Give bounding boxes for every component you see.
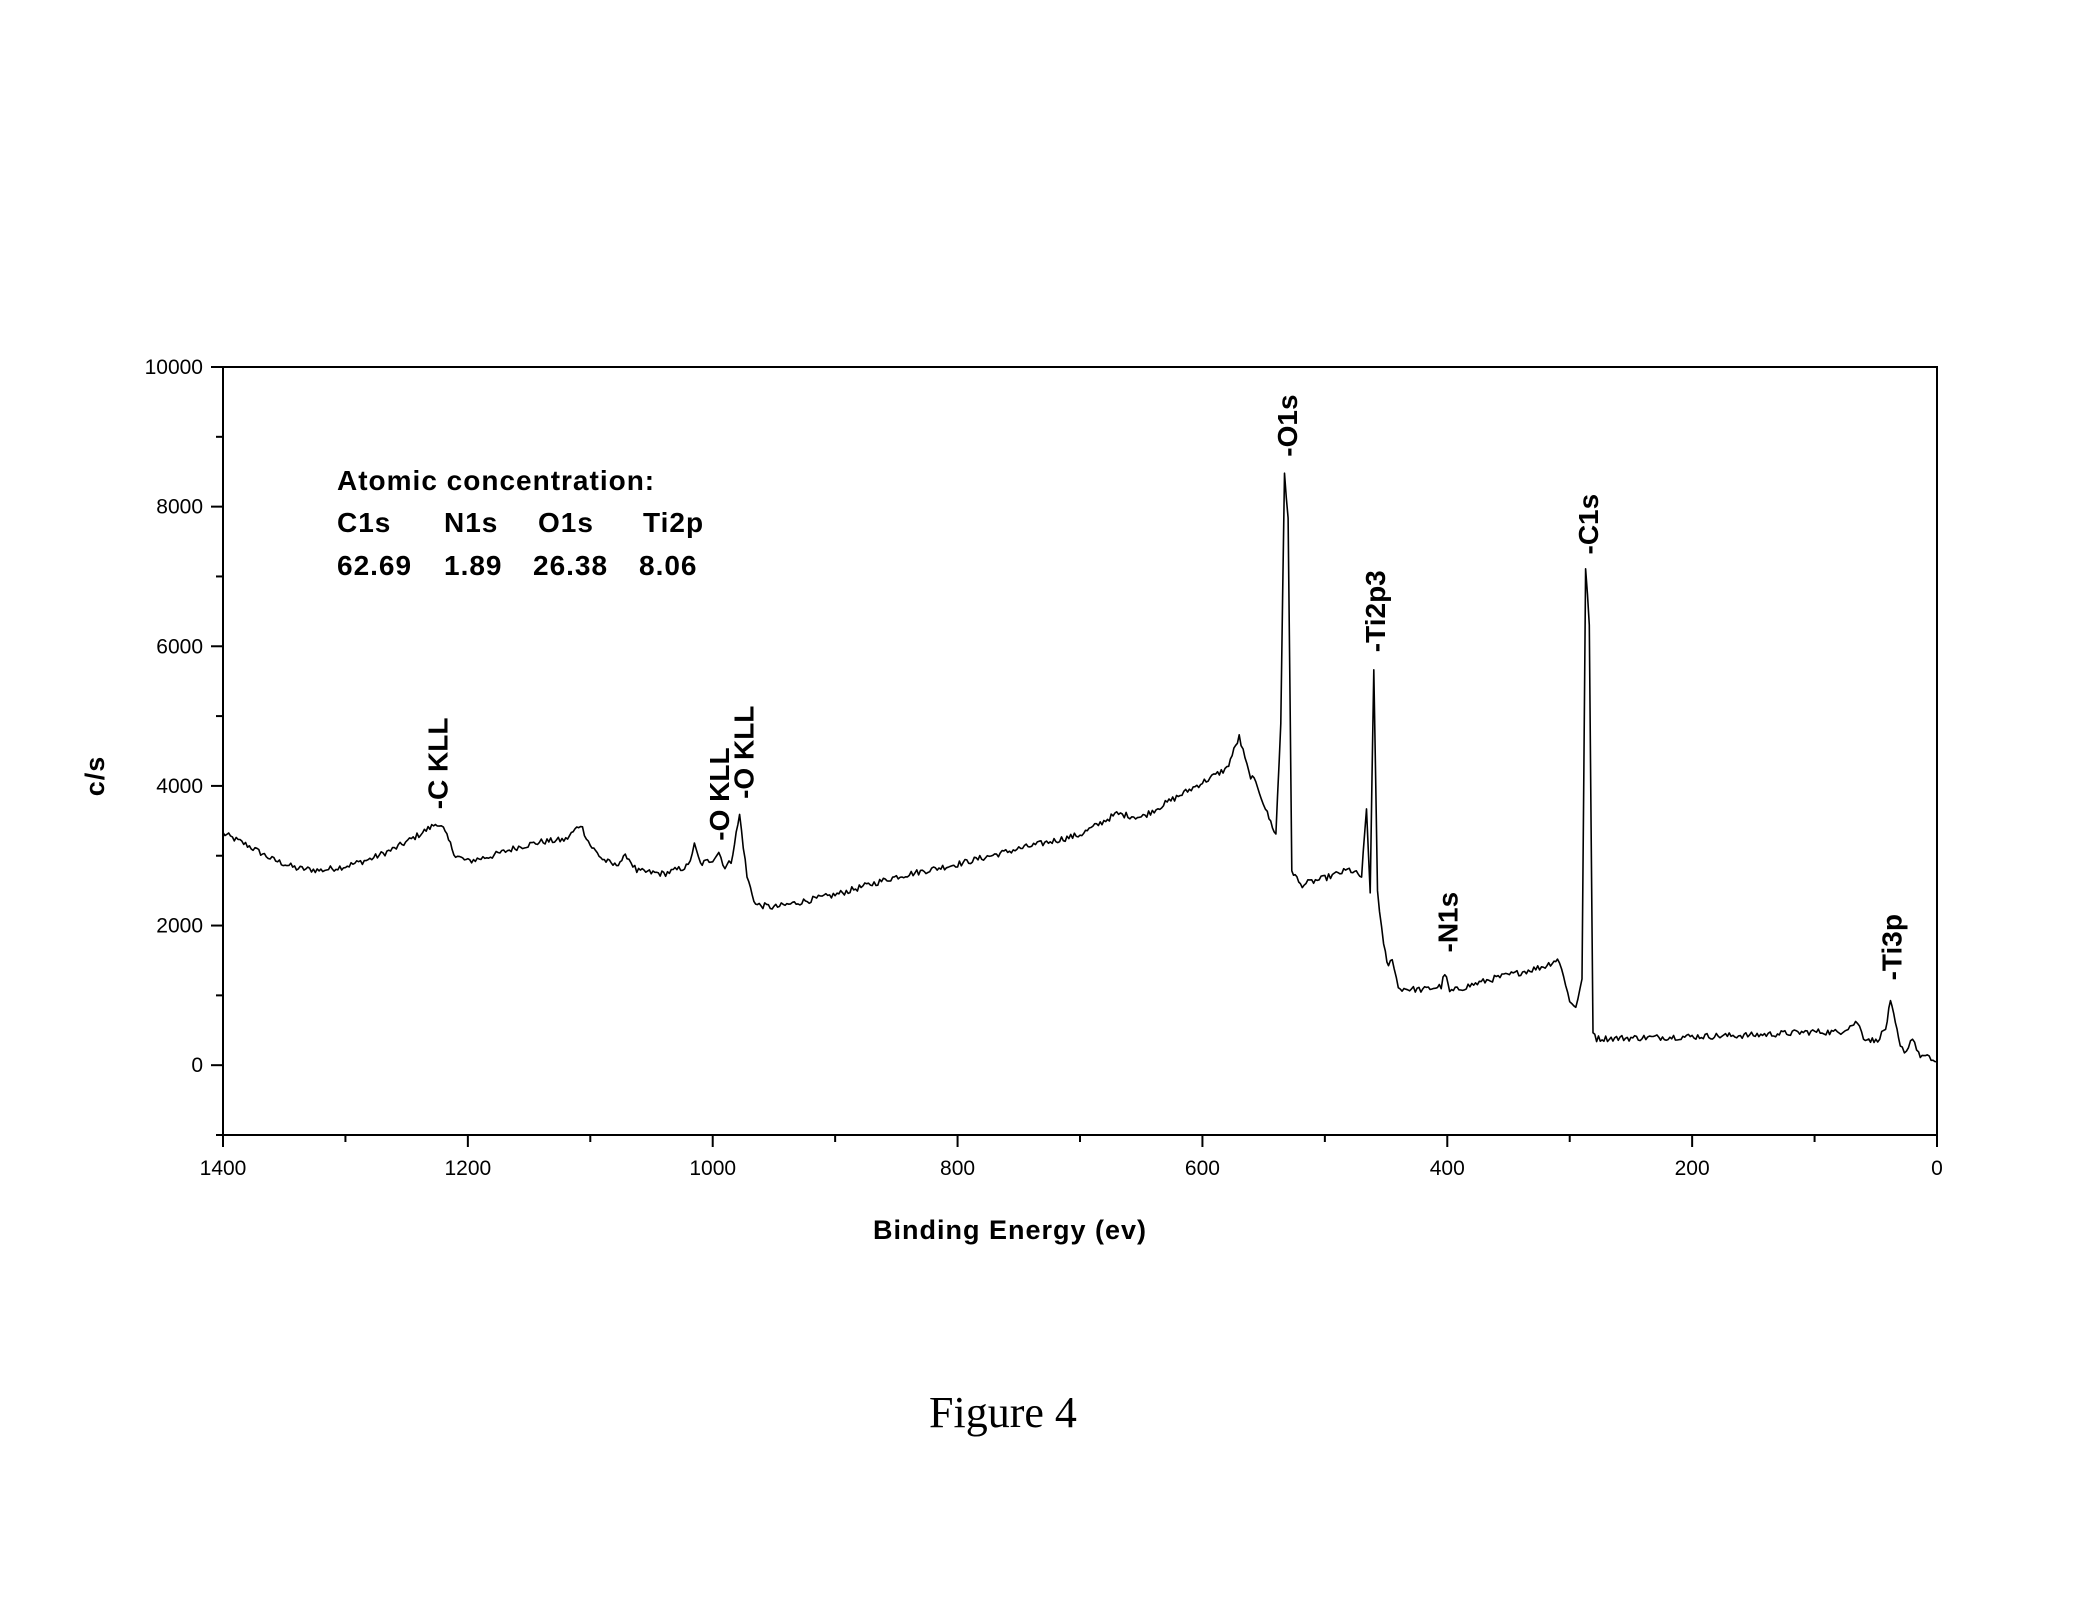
annotation-name-o1s: O1s bbox=[538, 507, 594, 538]
atomic-concentration-annotation: Atomic concentration: C1s N1s O1s Ti2p 6… bbox=[337, 465, 704, 581]
x-tick-label: 0 bbox=[1931, 1157, 1943, 1180]
peak-label: -O1s bbox=[1272, 394, 1303, 456]
annotation-name-ti2p: Ti2p bbox=[643, 507, 704, 538]
peak-label: -C KLL bbox=[422, 718, 453, 810]
peak-label: -C1s bbox=[1573, 494, 1604, 555]
x-axis-title: Binding Energy (ev) bbox=[873, 1215, 1147, 1245]
y-axis-title: c/s bbox=[80, 756, 110, 797]
annotation-value-ti2p: 8.06 bbox=[639, 550, 698, 581]
annotation-name-n1s: N1s bbox=[444, 507, 498, 538]
y-tick-label: 8000 bbox=[156, 496, 203, 519]
figure-caption: Figure 4 bbox=[929, 1388, 1077, 1437]
y-tick-label: 0 bbox=[191, 1054, 203, 1077]
peak-label: -Ti3p bbox=[1877, 914, 1908, 980]
x-tick-label: 200 bbox=[1675, 1157, 1710, 1180]
peak-label: -N1s bbox=[1432, 892, 1463, 953]
annotation-value-c1s: 62.69 bbox=[337, 550, 412, 581]
x-tick-label: 1000 bbox=[689, 1157, 736, 1180]
x-tick-label: 1200 bbox=[444, 1157, 491, 1180]
x-tick-label: 400 bbox=[1430, 1157, 1465, 1180]
annotation-value-o1s: 26.38 bbox=[533, 550, 608, 581]
y-tick-label: 2000 bbox=[156, 915, 203, 938]
x-tick-label: 1400 bbox=[200, 1157, 247, 1180]
x-tick-label: 600 bbox=[1185, 1157, 1220, 1180]
y-tick-label: 4000 bbox=[156, 775, 203, 798]
peak-label: -Ti2p3 bbox=[1360, 570, 1391, 652]
peak-label: -O KLL bbox=[728, 706, 759, 799]
annotation-heading: Atomic concentration: bbox=[337, 465, 655, 496]
annotation-value-n1s: 1.89 bbox=[444, 550, 503, 581]
annotation-name-c1s: C1s bbox=[337, 507, 391, 538]
y-tick-label: 10000 bbox=[145, 356, 203, 379]
y-tick-label: 6000 bbox=[156, 635, 203, 658]
x-tick-label: 800 bbox=[940, 1157, 975, 1180]
